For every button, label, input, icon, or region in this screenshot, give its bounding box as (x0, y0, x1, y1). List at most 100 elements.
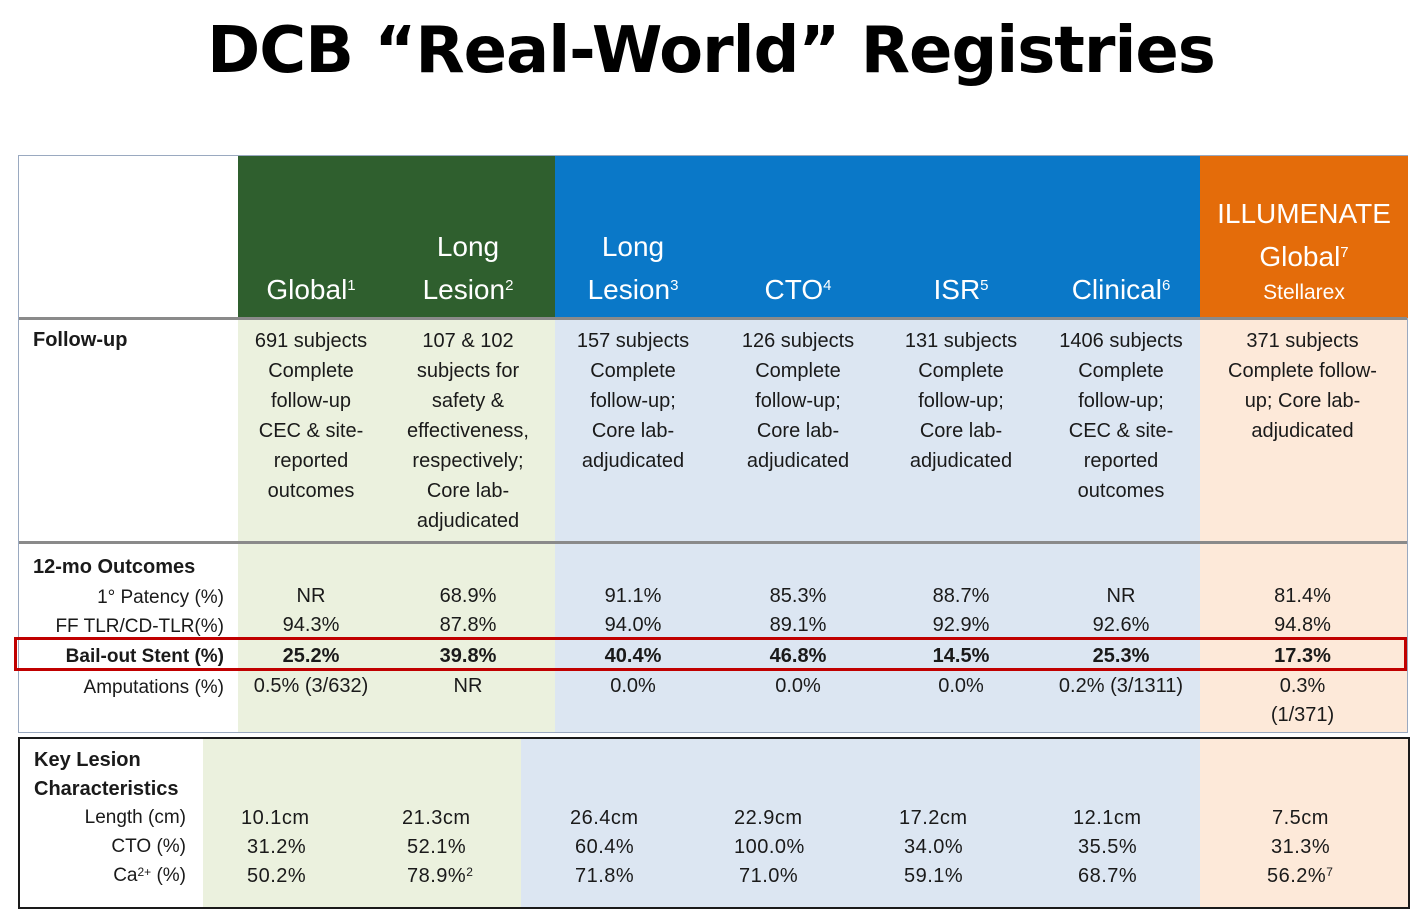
followup-line: follow-up (270, 390, 352, 412)
row-label-amputations: Amputations (%) (83, 677, 224, 698)
row-label-ca-sup: 2+ (137, 865, 152, 879)
followup-line: 157 subjects (576, 330, 690, 352)
ca-value-text: 68.7% (1078, 865, 1138, 887)
followup-line: Core lab- (426, 480, 510, 502)
followup-line: Core lab- (919, 420, 1003, 442)
followup-line: 371 subjects (1246, 330, 1359, 352)
amputations-value: 0.5% (3/632) (253, 675, 369, 697)
lesion-table-frame (18, 737, 1410, 909)
ca-value: 71.8% (575, 865, 634, 888)
outcomes-label: 12-mo Outcomes (33, 556, 196, 578)
followup-line: reported (1083, 450, 1159, 472)
header-long-lesion-2-label: Lesion (587, 274, 671, 305)
followup-cell-isr: 131 subjects Complete follow-up; Core la… (885, 326, 1037, 476)
patency-value: 91.1% (604, 585, 662, 607)
patency-value: NR (1106, 585, 1136, 607)
cto-value: 100.0% (734, 836, 805, 858)
row-label-patency: 1° Patency (%) (97, 587, 224, 608)
length-value: 21.3cm (402, 807, 471, 829)
cto-value: 35.5% (1078, 836, 1138, 858)
row-label-ca-text: Ca (113, 865, 138, 886)
ca-value-text: 71.0% (739, 865, 799, 887)
tlr-value: 94.3% (282, 614, 340, 636)
followup-line: Complete (590, 360, 676, 382)
header-illumenate-line1: ILLUMENATE (1217, 198, 1391, 229)
cto-value: 34.0% (904, 836, 964, 858)
followup-line: subjects for (416, 360, 520, 382)
followup-line: adjudicated (1251, 420, 1354, 442)
header-long-lesion-2-line1: Long (601, 231, 665, 262)
ca-value: 68.7% (1078, 865, 1137, 888)
header-isr-label: ISR (933, 274, 981, 305)
row-label-cto: CTO (%) (111, 836, 186, 857)
header-long-lesion-1-sup: 2 (505, 277, 514, 294)
tlr-value: 94.0% (604, 614, 662, 636)
ca-value: 59.1% (904, 865, 963, 888)
ca-value-text: 50.2% (247, 865, 307, 887)
followup-cell-long-lesion-1: 107 & 102 subjects for safety & effectiv… (388, 326, 548, 536)
header-global: Global1 (238, 268, 384, 311)
row-label-ca-tail: (%) (151, 865, 186, 886)
ca-value: 56.2%7 (1267, 865, 1333, 888)
ca-value: 50.2% (247, 865, 306, 888)
ca-value-text: 59.1% (904, 865, 964, 887)
registry-table-frame (18, 155, 1408, 733)
followup-line: Core lab- (591, 420, 675, 442)
amputations-value: NR (453, 675, 483, 697)
followup-line: Core lab- (756, 420, 840, 442)
followup-line: Complete (268, 360, 354, 382)
length-value: 17.2cm (899, 807, 968, 829)
followup-label: Follow-up (33, 329, 128, 351)
patency-value: NR (296, 585, 326, 607)
followup-line: adjudicated (746, 450, 850, 472)
ca-value: 71.0% (739, 865, 798, 888)
blue-column-bg (555, 318, 1200, 733)
followup-line: follow-up; (1078, 390, 1164, 412)
followup-line: follow-up; (918, 390, 1004, 412)
header-illumenate-sub: Stellarex (1263, 281, 1345, 304)
followup-line: CEC & site- (1068, 420, 1174, 442)
followup-cell-illumenate: 371 subjects Complete follow- up; Core l… (1200, 326, 1405, 446)
ca-value-text: 56.2% (1267, 865, 1327, 887)
row-label-ca: Ca2+ (%) (20, 865, 186, 887)
followup-line: 131 subjects (904, 330, 1018, 352)
amputations-value: 0.0% (938, 675, 984, 697)
header-long-lesion-2: Long Lesion3 (555, 225, 711, 311)
header-orange-bar (1200, 156, 1408, 318)
header-long-lesion-1: Long Lesion2 (388, 225, 548, 311)
followup-line: Complete (918, 360, 1004, 382)
followup-line: Complete (755, 360, 841, 382)
tlr-value: 92.6% (1092, 614, 1150, 636)
cto-value: 52.1% (407, 836, 467, 858)
length-value: 22.9cm (734, 807, 803, 829)
followup-cell-long-lesion-2: 157 subjects Complete follow-up; Core la… (555, 326, 711, 476)
bailout-value: 39.8% (439, 645, 497, 667)
length-value: 7.5cm (1272, 807, 1329, 829)
followup-line: 1406 subjects (1059, 330, 1183, 352)
patency-value: 85.3% (769, 585, 827, 607)
followup-line: adjudicated (909, 450, 1013, 472)
followup-line: outcomes (1077, 480, 1165, 502)
global-column-bg (238, 318, 555, 733)
amputations-value: 0.0% (775, 675, 821, 697)
patency-value: 88.7% (932, 585, 990, 607)
length-value: 10.1cm (241, 807, 310, 829)
header-cto-sup: 4 (823, 277, 832, 294)
followup-line: CEC & site- (258, 420, 364, 442)
lesion-label-2: Characteristics (34, 778, 179, 800)
separator-followup (19, 541, 1407, 544)
followup-line: effectiveness, (407, 420, 529, 442)
followup-line: up; Core lab- (1244, 390, 1361, 412)
lesion-blue-bg (521, 739, 1200, 907)
patency-value: 81.4% (1274, 585, 1331, 607)
tlr-value: 87.8% (439, 614, 497, 636)
length-value: 12.1cm (1073, 807, 1142, 829)
amputations-value: 0.0% (610, 675, 656, 697)
bailout-value: 25.3% (1092, 645, 1150, 667)
followup-line: follow-up; (590, 390, 676, 412)
ca-value-text: 71.8% (575, 865, 635, 887)
followup-line: outcomes (267, 480, 355, 502)
header-isr-sup: 5 (980, 277, 989, 294)
tlr-value: 94.8% (1274, 614, 1331, 636)
followup-line: safety & (431, 390, 505, 412)
